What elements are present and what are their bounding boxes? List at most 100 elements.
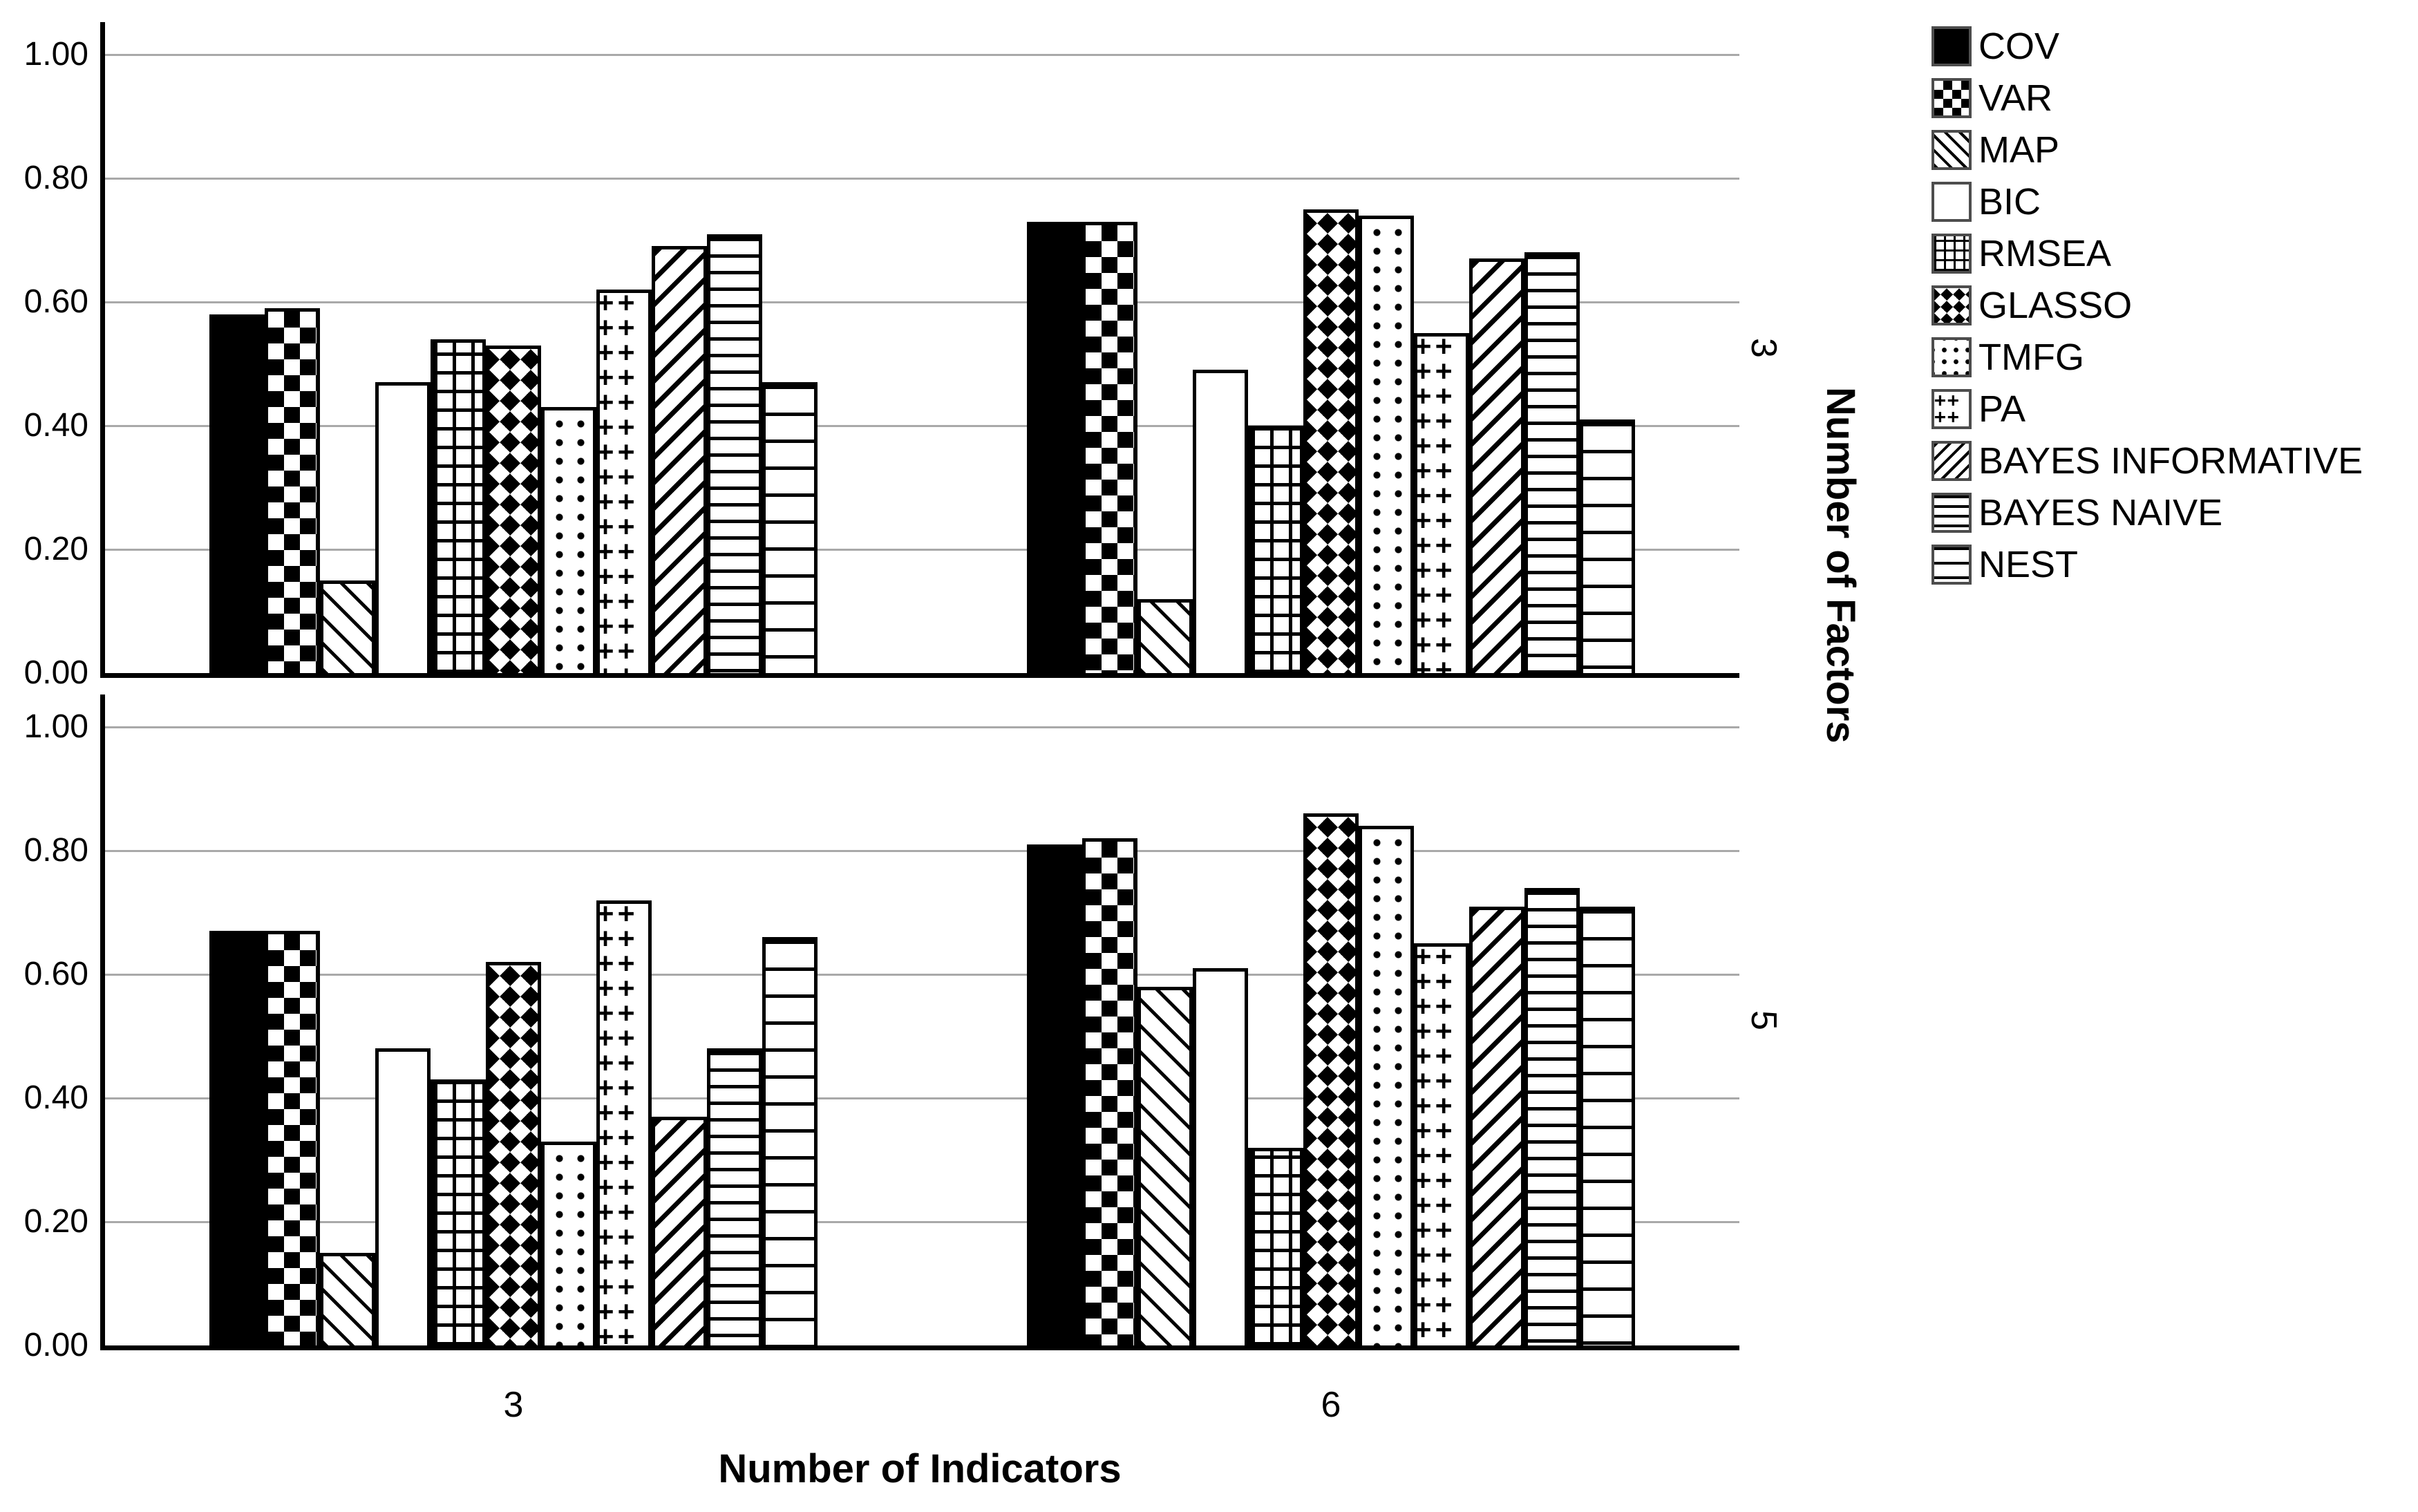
legend-swatch-plain-icon xyxy=(1931,182,1972,222)
bar-cluster-indicators-3: +​+​+​+​+​+​+​+​+​+​+​+​+​+​+​+​+​+​+​+​… xyxy=(209,900,818,1345)
bar-rmsea-factors-5-indicators-6 xyxy=(1248,1148,1303,1345)
legend-label: GLASSO xyxy=(1978,285,2133,326)
gridline xyxy=(105,973,1739,976)
gridline xyxy=(105,726,1739,728)
plus-pattern-fill: +​+​+​+​+​+​+​+​+​+​+​+​+​+​+​+​+​+​+​+​… xyxy=(597,290,639,673)
x-category-6: 6 xyxy=(1321,1385,1341,1425)
bar-bayes-informative-factors-5-indicators-6 xyxy=(1469,907,1524,1345)
bar-nest-factors-5-indicators-6 xyxy=(1580,907,1635,1345)
gridline xyxy=(105,1220,1739,1223)
legend-item-nest: NEST xyxy=(1931,544,2363,585)
y-tick-label: 0.20 xyxy=(23,1203,88,1240)
facet-panel-factors-5: +​+​+​+​+​+​+​+​+​+​+​+​+​+​+​+​+​+​+​+​… xyxy=(100,694,1739,1350)
bar-cov-factors-5-indicators-3 xyxy=(209,931,265,1345)
legend-swatch-diag-down-icon xyxy=(1931,130,1972,170)
gridline xyxy=(105,849,1739,852)
bar-bayes-naive-factors-5-indicators-6 xyxy=(1524,888,1580,1345)
legend-label: BIC xyxy=(1978,181,2041,223)
gridline xyxy=(105,1097,1739,1099)
legend-item-tmfg: TMFG xyxy=(1931,337,2363,378)
right-axis-title: Number of Factors xyxy=(1818,387,1863,744)
bar-var-factors-3-indicators-3 xyxy=(265,308,320,673)
bar-cluster-indicators-6: +​+​+​+​+​+​+​+​+​+​+​+​+​+​+​+​+​+​+​+​… xyxy=(1027,813,1635,1345)
bar-bayes-informative-factors-3-indicators-3 xyxy=(652,246,707,673)
bar-bic-factors-5-indicators-6 xyxy=(1193,968,1248,1345)
bar-map-factors-5-indicators-3 xyxy=(320,1253,375,1345)
legend-swatch-hlines-sparse-icon xyxy=(1931,545,1972,585)
y-tick-label: 0.80 xyxy=(23,832,88,869)
bar-rmsea-factors-3-indicators-6 xyxy=(1248,426,1303,673)
y-tick-label: 0.60 xyxy=(23,956,88,992)
legend-swatch-diag-up-icon xyxy=(1931,441,1972,481)
gridline xyxy=(105,177,1739,180)
bar-cov-factors-3-indicators-3 xyxy=(209,314,265,673)
bar-glasso-factors-5-indicators-3 xyxy=(486,962,541,1345)
bar-nest-factors-3-indicators-3 xyxy=(762,382,818,673)
legend: COV VAR MAP BIC RMSEA GLASSO TMFG+​+​+​+​+​+​+… xyxy=(1931,26,2363,596)
y-tick-label: 0.20 xyxy=(23,531,88,567)
y-tick-label: 0.40 xyxy=(23,1079,88,1116)
bar-bayes-naive-factors-5-indicators-3 xyxy=(707,1048,762,1345)
bar-tmfg-factors-3-indicators-6 xyxy=(1359,216,1414,673)
gridline xyxy=(105,53,1739,56)
legend-item-map: MAP xyxy=(1931,129,2363,171)
y-axis-line xyxy=(100,22,105,678)
bar-cluster-indicators-6: +​+​+​+​+​+​+​+​+​+​+​+​+​+​+​+​+​+​+​+​… xyxy=(1027,209,1635,673)
y-tick-label: 0.40 xyxy=(23,407,88,444)
bar-bic-factors-3-indicators-6 xyxy=(1193,370,1248,673)
legend-label: NEST xyxy=(1978,544,2079,585)
legend-swatch-solid-icon xyxy=(1931,26,1972,66)
legend-item-var: VAR xyxy=(1931,77,2363,119)
bar-map-factors-5-indicators-6 xyxy=(1137,987,1193,1345)
bar-var-factors-5-indicators-6 xyxy=(1082,838,1137,1345)
bar-bayes-naive-factors-3-indicators-3 xyxy=(707,234,762,673)
plus-pattern-fill: +​+​+​+​+​+​+​+​+​+​+​+​+​+​+​+​+​+​+​+​… xyxy=(1415,944,1457,1345)
bar-map-factors-3-indicators-3 xyxy=(320,580,375,673)
facet-panel-factors-3: +​+​+​+​+​+​+​+​+​+​+​+​+​+​+​+​+​+​+​+​… xyxy=(100,22,1739,678)
facet-label-factors-5: 5 xyxy=(1744,1010,1784,1030)
bar-pa-factors-3-indicators-3: +​+​+​+​+​+​+​+​+​+​+​+​+​+​+​+​+​+​+​+​… xyxy=(596,290,652,673)
bar-tmfg-factors-5-indicators-6 xyxy=(1359,826,1414,1345)
bar-cov-factors-3-indicators-6 xyxy=(1027,222,1082,673)
bar-rmsea-factors-5-indicators-3 xyxy=(431,1079,486,1345)
bar-bic-factors-3-indicators-3 xyxy=(375,382,431,673)
bar-nest-factors-3-indicators-6 xyxy=(1580,419,1635,673)
bar-map-factors-3-indicators-6 xyxy=(1137,599,1193,673)
legend-item-cov: COV xyxy=(1931,26,2363,67)
legend-item-bayes-naive: BAYES NAIVE xyxy=(1931,492,2363,533)
legend-label: VAR xyxy=(1978,77,2053,119)
bar-bic-factors-5-indicators-3 xyxy=(375,1048,431,1345)
bar-nest-factors-5-indicators-3 xyxy=(762,937,818,1345)
bar-tmfg-factors-5-indicators-3 xyxy=(541,1142,596,1345)
legend-label: TMFG xyxy=(1978,337,2084,378)
legend-swatch-dots-icon xyxy=(1931,337,1972,377)
legend-swatch-plus-icon: +​+​+​+​+​+​+​+​+​+​+​+​+​+​+​+​+​+​+​+​… xyxy=(1931,389,1972,429)
plus-pattern-fill: +​+​+​+​+​+​+​+​+​+​+​+​+​+​+​+​+​+​+​+​… xyxy=(1415,334,1457,673)
legend-item-rmsea: RMSEA xyxy=(1931,233,2363,274)
bar-tmfg-factors-3-indicators-3 xyxy=(541,407,596,673)
bar-var-factors-3-indicators-6 xyxy=(1082,222,1137,673)
legend-label: BAYES NAIVE xyxy=(1978,492,2223,533)
legend-swatch-diamond-icon xyxy=(1931,285,1972,325)
bar-bayes-informative-factors-3-indicators-6 xyxy=(1469,258,1524,673)
y-tick-label: 0.80 xyxy=(23,160,88,196)
x-axis-line xyxy=(100,1345,1739,1350)
bar-rmsea-factors-3-indicators-3 xyxy=(431,339,486,673)
bar-glasso-factors-3-indicators-6 xyxy=(1303,209,1359,673)
gridline xyxy=(105,548,1739,551)
x-axis-line xyxy=(100,673,1739,678)
y-tick-label: 0.00 xyxy=(23,654,88,691)
bar-cov-factors-5-indicators-6 xyxy=(1027,844,1082,1345)
bar-pa-factors-5-indicators-3: +​+​+​+​+​+​+​+​+​+​+​+​+​+​+​+​+​+​+​+​… xyxy=(596,900,652,1345)
bar-pa-factors-5-indicators-6: +​+​+​+​+​+​+​+​+​+​+​+​+​+​+​+​+​+​+​+​… xyxy=(1414,943,1469,1345)
legend-label: RMSEA xyxy=(1978,233,2112,274)
y-axis-line xyxy=(100,694,105,1350)
y-tick-label: 0.00 xyxy=(23,1327,88,1363)
legend-item-pa: +​+​+​+​+​+​+​+​+​+​+​+​+​+​+​+​+​+​+​+​… xyxy=(1931,388,2363,430)
x-axis-title: Number of Indicators xyxy=(718,1446,1122,1491)
legend-item-glasso: GLASSO xyxy=(1931,285,2363,326)
plus-pattern-fill: +​+​+​+​+​+​+​+​+​+​+​+​+​+​+​+​+​+​+​+​… xyxy=(597,901,639,1345)
bar-pa-factors-3-indicators-6: +​+​+​+​+​+​+​+​+​+​+​+​+​+​+​+​+​+​+​+​… xyxy=(1414,333,1469,673)
bar-bayes-informative-factors-5-indicators-3 xyxy=(652,1117,707,1345)
